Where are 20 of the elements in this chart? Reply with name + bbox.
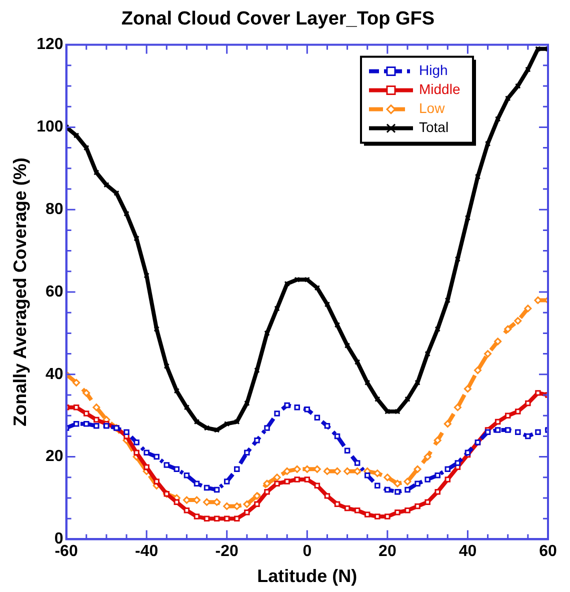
y-tick-label: 120 bbox=[36, 36, 64, 54]
y-axis-title: Zonally Averaged Coverage (%) bbox=[10, 158, 30, 426]
x-axis-title: Latitude (N) bbox=[257, 566, 358, 586]
x-tick-label: -40 bbox=[135, 543, 158, 560]
legend-label: High bbox=[419, 62, 448, 78]
y-tick-label: 60 bbox=[46, 283, 64, 300]
legend-label: Low bbox=[419, 100, 446, 116]
x-tick-label: -60 bbox=[54, 543, 78, 560]
y-tick-label: 40 bbox=[46, 366, 64, 383]
y-tick-label: 100 bbox=[36, 118, 64, 136]
legend-label: Middle bbox=[419, 81, 460, 98]
y-tick-label: 20 bbox=[46, 448, 64, 466]
legend-label: Total bbox=[419, 119, 449, 136]
x-tick-label: 40 bbox=[458, 543, 477, 560]
x-tick-label: 20 bbox=[378, 543, 396, 560]
x-tick-label: -20 bbox=[215, 543, 239, 560]
x-tick-label: 0 bbox=[302, 543, 312, 560]
x-tick-label: 60 bbox=[539, 543, 557, 560]
y-tick-label: 80 bbox=[46, 201, 64, 218]
chart-title: Zonal Cloud Cover Layer_Top GFS bbox=[121, 8, 435, 30]
